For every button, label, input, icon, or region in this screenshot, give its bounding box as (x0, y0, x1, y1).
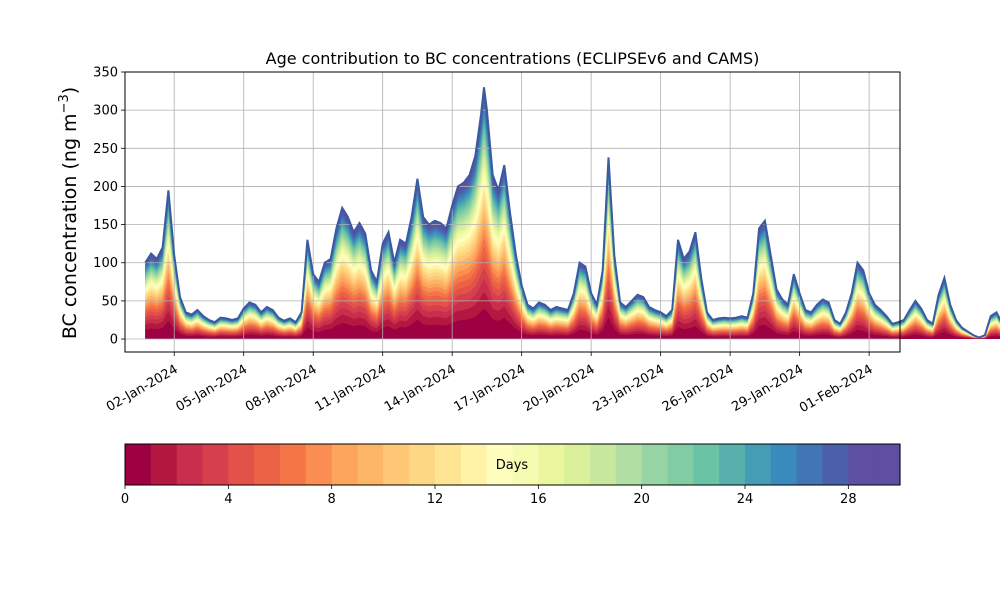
y-axis-label-superscript: −3 (57, 94, 72, 113)
colorbar-cell (150, 444, 178, 485)
colorbar-tick-label: 20 (633, 492, 650, 507)
colorbar-cell (667, 444, 694, 485)
y-tick-label: 250 (93, 142, 118, 157)
x-tick-label: 11-Jan-2024 (312, 362, 389, 415)
colorbar-cell (848, 444, 875, 485)
y-tick-label: 200 (93, 180, 118, 195)
chart-title: Age contribution to BC concentrations (E… (266, 49, 760, 68)
x-tick-label: 01-Feb-2024 (797, 362, 876, 416)
x-tick-label: 23-Jan-2024 (590, 362, 667, 415)
colorbar-tick-label: 28 (840, 492, 857, 507)
colorbar-cell (770, 444, 798, 485)
x-tick-label: 29-Jan-2024 (729, 362, 806, 415)
x-tick-label: 26-Jan-2024 (660, 362, 737, 415)
colorbar-cell (641, 444, 669, 485)
x-tick-label: 20-Jan-2024 (521, 362, 598, 415)
colorbar-cell (202, 444, 229, 485)
colorbar-cell (590, 444, 617, 485)
colorbar-tick-label: 8 (328, 492, 336, 507)
stacked-area-layers (145, 87, 1000, 339)
colorbar-frame (124, 443, 901, 486)
colorbar-cell (822, 444, 849, 485)
colorbar-cell (486, 444, 514, 485)
x-tick-label: 05-Jan-2024 (174, 362, 251, 415)
plot-area: 0 50 100 150 200 250 300 350 02-Jan-202405-Jan-… (93, 66, 1000, 416)
total-line (144, 87, 1000, 339)
colorbar-cell (512, 444, 539, 485)
colorbar-cell (719, 444, 746, 485)
y-axis-label-main: BC concentration (ng m (59, 113, 81, 339)
colorbar-cell (693, 444, 720, 485)
x-tick-label: 14-Jan-2024 (382, 362, 459, 415)
y-axis: 0 50 100 150 200 250 300 350 (93, 66, 125, 348)
colorbar-cells (125, 444, 901, 485)
colorbar-cell (564, 444, 591, 485)
colorbar-cell (874, 444, 901, 485)
colorbar-cell (228, 444, 255, 485)
colorbar-cell (254, 444, 281, 485)
colorbar-cell (538, 444, 565, 485)
colorbar-cell (383, 444, 410, 485)
x-tick-label: 02-Jan-2024 (104, 362, 181, 415)
y-tick-label: 300 (93, 104, 118, 119)
colorbar-tick-label: 16 (530, 492, 547, 507)
colorbar-tick-label: 24 (737, 492, 754, 507)
colorbar-cell (280, 444, 307, 485)
colorbar-cell (460, 444, 488, 485)
colorbar-cell (331, 444, 359, 485)
colorbar-cell (745, 444, 772, 485)
colorbar-cell (305, 444, 333, 485)
colorbar-cell (409, 444, 436, 485)
y-tick-label: 350 (93, 66, 118, 81)
y-axis-label-close: ) (59, 87, 81, 94)
y-tick-label: 150 (93, 218, 118, 233)
colorbar-cell (176, 444, 204, 485)
y-axis-label: BC concentration (ng m−3) (57, 87, 81, 339)
colorbar-tick-label: 0 (121, 492, 129, 507)
colorbar-cell (435, 444, 462, 485)
colorbar-tick-label: 12 (427, 492, 444, 507)
colorbar-cell (615, 444, 643, 485)
y-tick-label: 50 (101, 294, 118, 309)
x-tick-label: 08-Jan-2024 (243, 362, 320, 415)
age-layer-0 (145, 308, 1000, 339)
colorbar: Days 0 4 8 12 16 20 24 28 (121, 443, 901, 507)
y-tick-label: 0 (110, 333, 118, 348)
colorbar-ticks: 0 4 8 12 16 20 24 28 (121, 485, 857, 507)
colorbar-label: Days (496, 458, 529, 473)
y-tick-label: 100 (93, 256, 118, 271)
plot-frame (124, 71, 901, 353)
x-tick-label: 17-Jan-2024 (451, 362, 528, 415)
x-axis: 02-Jan-202405-Jan-202408-Jan-202411-Jan-… (104, 352, 876, 416)
colorbar-cell (796, 444, 824, 485)
colorbar-cell (357, 444, 384, 485)
colorbar-tick-label: 4 (224, 492, 232, 507)
colorbar-cell (125, 444, 152, 485)
